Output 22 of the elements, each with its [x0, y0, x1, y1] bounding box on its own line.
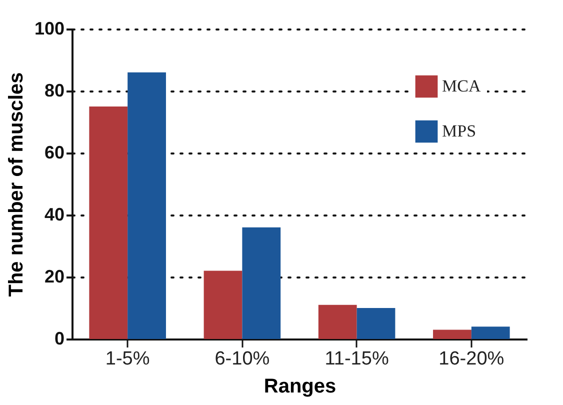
bar	[204, 270, 242, 339]
bar	[242, 227, 281, 339]
x-tick-label: 6-10%	[214, 348, 270, 370]
y-axis-title: The number of muscles	[5, 72, 28, 297]
x-tick-label: 11-15%	[324, 348, 389, 370]
x-axis-title: Ranges	[264, 376, 336, 398]
y-tick-label: 80	[44, 80, 64, 100]
bar	[471, 326, 510, 339]
y-tick-label: 0	[54, 328, 64, 348]
bar	[89, 106, 128, 339]
bar	[356, 308, 396, 339]
y-tick-label: 60	[44, 142, 64, 162]
y-tick-label: 20	[44, 266, 64, 286]
x-tick-label: 16-20%	[438, 348, 504, 370]
bar	[128, 72, 166, 339]
x-tick-label: 1-5%	[105, 348, 150, 370]
bar	[433, 330, 472, 339]
y-tick-label: 100	[34, 18, 64, 38]
legend-label: MCA	[442, 76, 482, 96]
bar	[318, 304, 357, 339]
y-tick-label: 40	[44, 204, 64, 224]
legend-label: MPS	[442, 122, 476, 140]
